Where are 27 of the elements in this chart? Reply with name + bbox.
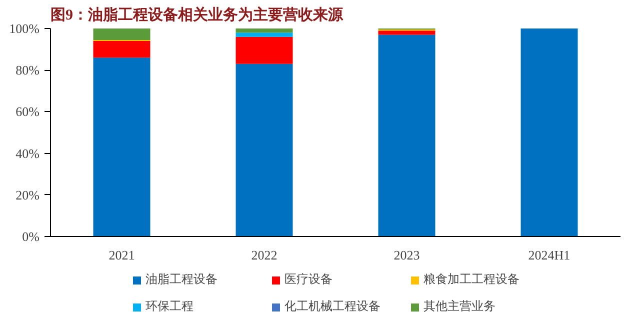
bar: [93, 28, 150, 40]
legend-label: 其他主营业务: [424, 298, 496, 315]
y-tick-label: 100%: [9, 21, 40, 36]
y-tick-label: 80%: [16, 62, 40, 78]
x-tick-label: 2024H1: [528, 248, 570, 262]
chart-title: 图9：油脂工程设备相关业务为主要营收来源: [50, 6, 344, 24]
bar: [93, 40, 150, 58]
bar: [378, 30, 436, 35]
y-tick-label: 60%: [16, 104, 40, 120]
x-tick-label: 2022: [251, 248, 278, 262]
bar: [520, 28, 578, 236]
x-tick-label: 2021: [108, 248, 135, 262]
bar: [378, 34, 436, 236]
legend-label: 环保工程: [146, 298, 194, 315]
bar: [236, 28, 293, 33]
legend-label: 化工机械工程设备: [284, 298, 382, 315]
legend-label: 粮食加工工程设备: [424, 271, 520, 288]
y-tick-label: 0%: [22, 229, 40, 244]
y-tick-label: 20%: [16, 187, 40, 202]
legend-label: 医疗设备: [284, 271, 334, 288]
bar: [93, 58, 150, 236]
bar: [236, 64, 293, 236]
bar: [236, 36, 293, 64]
x-tick-label: 2023: [394, 248, 420, 262]
y-tick-label: 40%: [16, 146, 40, 161]
bar: [236, 32, 293, 37]
legend-label: 油脂工程设备: [146, 271, 218, 288]
